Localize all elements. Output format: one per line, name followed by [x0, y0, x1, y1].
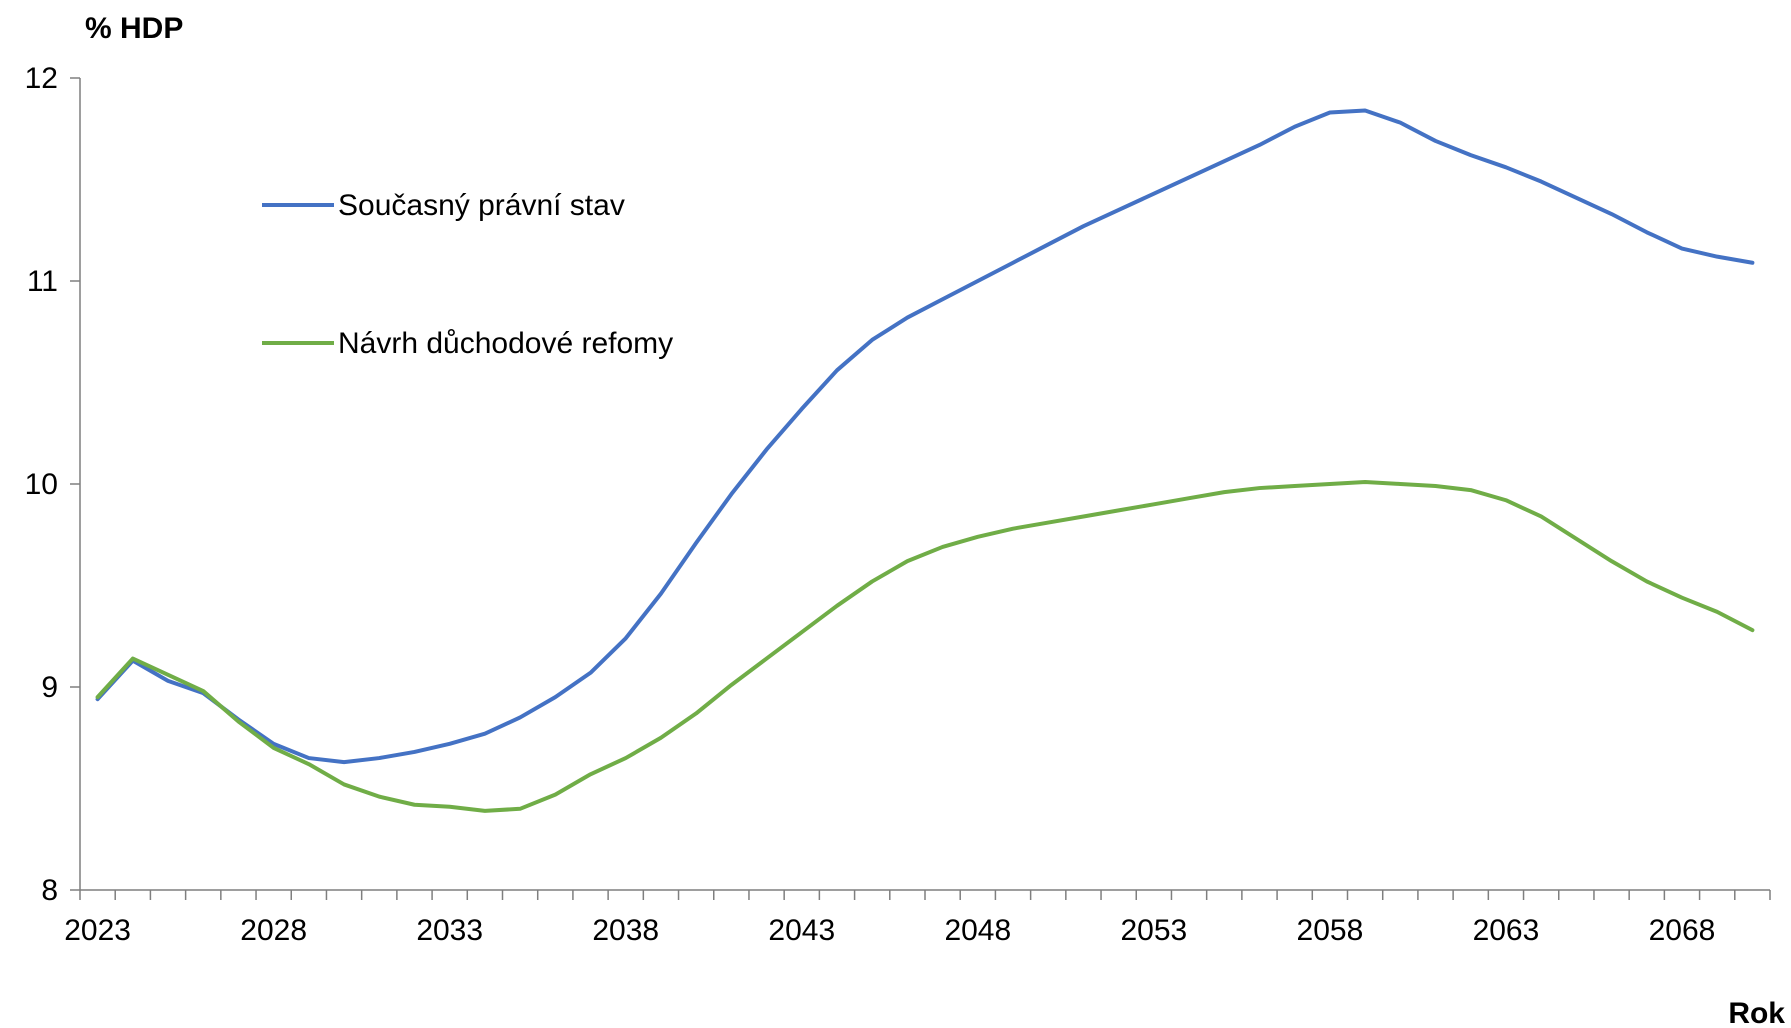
y-tick-label: 8 — [41, 874, 58, 907]
x-tick-label: 2048 — [944, 914, 1011, 947]
y-tick-label: 11 — [27, 265, 58, 298]
y-axis-title: % HDP — [85, 12, 183, 45]
x-axis-title: Rok — [1728, 997, 1785, 1028]
y-tick-label: 12 — [25, 62, 58, 95]
series-lines — [95, 108, 1755, 813]
x-tick-label: 2063 — [1473, 914, 1540, 947]
series-line-2 — [95, 479, 1755, 813]
y-tick-label: 9 — [41, 671, 58, 704]
x-tick-label: 2068 — [1649, 914, 1716, 947]
x-tick-label: 2033 — [416, 914, 483, 947]
x-tick-label: 2028 — [240, 914, 307, 947]
x-tick-label: 2038 — [592, 914, 659, 947]
x-tick-label: 2053 — [1120, 914, 1187, 947]
legend-label-2: Návrh důchodové refomy — [338, 327, 673, 360]
y-tick-label: 10 — [25, 468, 58, 501]
legend: Současný právní stav Návrh důchodové refo… — [262, 189, 673, 360]
axes: 8 9 10 11 12 2023 2028 2033 2038 2043 2048 2053 2058… — [25, 62, 1771, 947]
x-tick-label: 2023 — [64, 914, 131, 947]
legend-label-1: Současný právní stav — [338, 189, 625, 222]
x-tick-label: 2043 — [768, 914, 835, 947]
series-line-1 — [95, 108, 1755, 765]
x-tick-label: 2058 — [1297, 914, 1364, 947]
